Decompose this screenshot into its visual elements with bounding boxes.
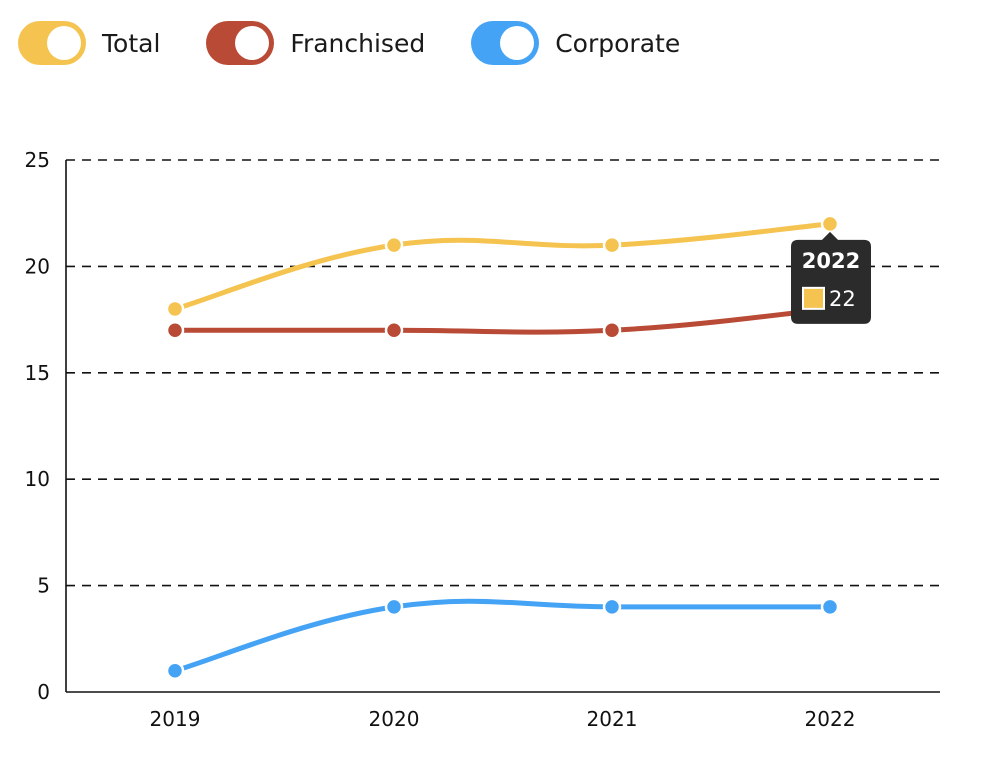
legend-toggle-total[interactable] xyxy=(18,21,86,65)
chart-legend: Total Franchised Corporate xyxy=(18,20,726,66)
legend-item-total[interactable]: Total xyxy=(18,21,160,65)
data-point-corporate xyxy=(165,661,185,680)
legend-toggle-franchised[interactable] xyxy=(206,21,275,65)
toggle-knob xyxy=(235,26,270,60)
series-line-total xyxy=(172,221,833,312)
data-point-total xyxy=(602,235,622,255)
data-point-corporate xyxy=(384,597,404,617)
tooltip-value: 22 xyxy=(829,287,856,311)
legend-toggle-corporate[interactable] xyxy=(471,21,540,65)
y-tick-label: 25 xyxy=(25,148,50,172)
tooltip-swatch xyxy=(802,286,825,310)
data-point-corporate xyxy=(602,597,622,617)
legend-item-franchised[interactable]: Franchised xyxy=(206,21,425,65)
series-lines xyxy=(172,221,833,674)
y-tick-label: 10 xyxy=(25,467,50,491)
chart-tooltip: 2022 22 xyxy=(791,231,871,324)
data-point-franchised xyxy=(602,320,622,340)
x-tick-label: 2020 xyxy=(369,707,420,731)
legend-item-corporate[interactable]: Corporate xyxy=(471,21,680,65)
legend-label-total: Total xyxy=(102,28,161,58)
y-tick-label: 5 xyxy=(37,574,50,598)
data-point-total xyxy=(820,214,840,234)
legend-label-corporate: Corporate xyxy=(555,28,681,58)
data-point-franchised xyxy=(165,320,185,340)
data-point-total xyxy=(384,235,404,255)
x-tick-label: 2021 xyxy=(587,707,638,731)
legend-label-franchised: Franchised xyxy=(290,28,426,58)
x-tick-label: 2019 xyxy=(150,707,201,731)
series-line-franchised xyxy=(172,306,833,335)
toggle-knob xyxy=(47,26,81,60)
y-tick-label: 0 xyxy=(37,680,50,704)
data-point-franchised xyxy=(384,320,404,340)
axes xyxy=(65,160,940,693)
y-tick-label: 20 xyxy=(25,254,50,278)
toggle-knob xyxy=(500,26,535,60)
series-points xyxy=(165,214,840,680)
y-tick-label: 15 xyxy=(25,361,50,385)
data-point-total xyxy=(165,299,185,319)
x-tick-label: 2022 xyxy=(805,707,856,731)
data-point-corporate xyxy=(820,597,840,617)
x-axis-ticks: 2019 2020 2021 2022 xyxy=(150,707,856,731)
tooltip-title: 2022 xyxy=(802,249,860,273)
y-axis-ticks: 0 5 10 15 20 25 xyxy=(25,148,50,704)
series-line-corporate xyxy=(172,598,833,674)
